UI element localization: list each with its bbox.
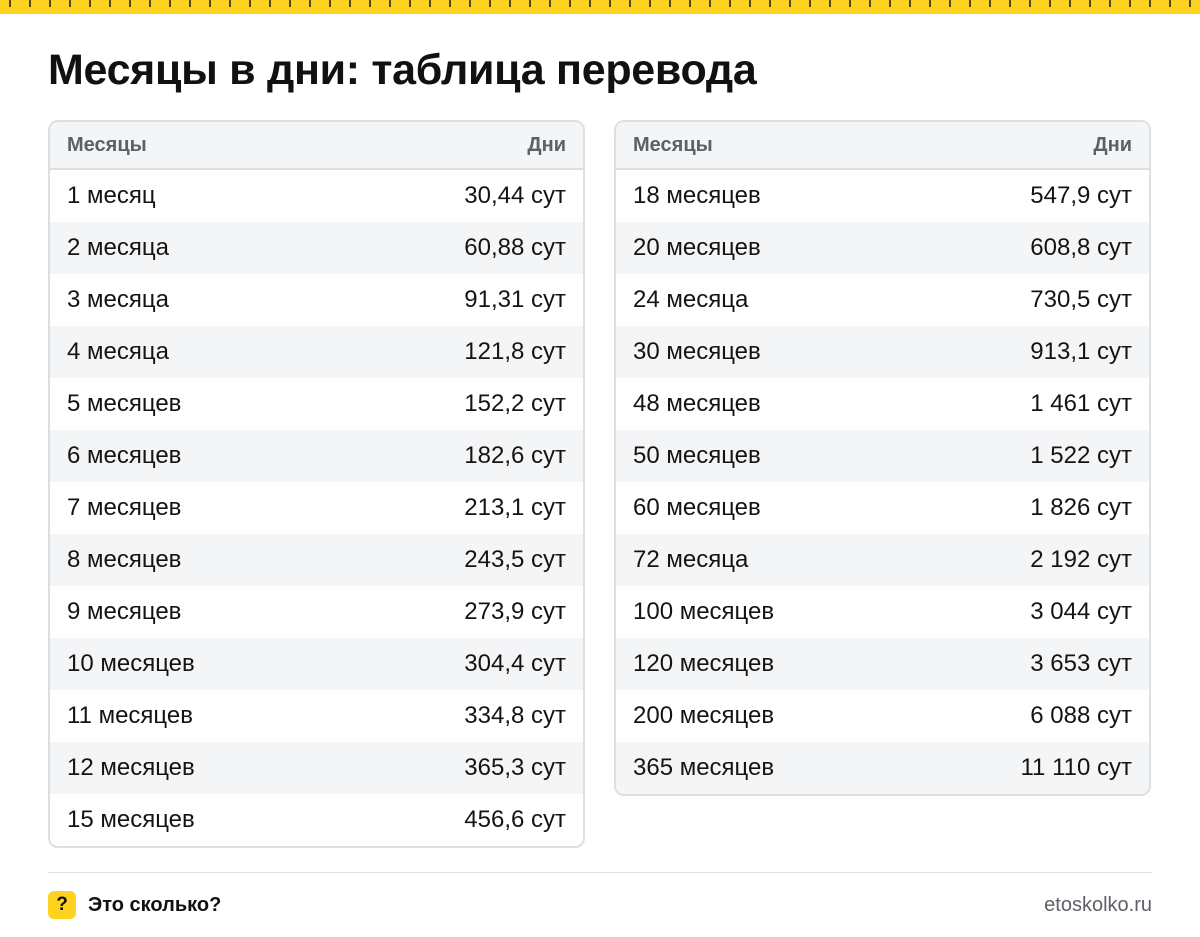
table-row: 48 месяцев 1 461 сут — [616, 378, 1149, 430]
page-title: Месяцы в дни: таблица перевода — [48, 46, 757, 94]
cell-days: 91,31 сут — [464, 286, 566, 313]
cell-days: 182,6 сут — [464, 442, 566, 469]
table-row: 11 месяцев 334,8 сут — [50, 690, 583, 742]
cell-months: 12 месяцев — [67, 754, 195, 781]
cell-days: 2 192 сут — [1030, 546, 1132, 573]
cell-months: 200 месяцев — [633, 702, 775, 729]
conversion-table-left: Месяцы Дни 1 месяц 30,44 сут 2 месяца 60,88… — [48, 120, 585, 848]
table-row: 365 месяцев 11 110 сут — [616, 742, 1149, 794]
table-row: 72 месяца 2 192 сут — [616, 534, 1149, 586]
ruler-banner — [0, 0, 1200, 14]
cell-days: 334,8 сут — [464, 702, 566, 729]
cell-days: 30,44 сут — [464, 182, 566, 209]
cell-months: 7 месяцев — [67, 494, 182, 521]
ruler-ticks — [9, 0, 1191, 7]
table-row: 12 месяцев 365,3 сут — [50, 742, 583, 794]
question-logo-icon: ? — [48, 891, 76, 919]
table-row: 100 месяцев 3 044 сут — [616, 586, 1149, 638]
table-row: 7 месяцев 213,1 сут — [50, 482, 583, 534]
table-row: 24 месяца 730,5 сут — [616, 274, 1149, 326]
table-row: 6 месяцев 182,6 сут — [50, 430, 583, 482]
table-row: 15 месяцев 456,6 сут — [50, 794, 583, 846]
cell-months: 100 месяцев — [633, 598, 775, 625]
table-row: 18 месяцев 547,9 сут — [616, 170, 1149, 222]
cell-days: 152,2 сут — [464, 390, 566, 417]
cell-months: 3 месяца — [67, 286, 169, 313]
cell-months: 6 месяцев — [67, 442, 182, 469]
header-days: Дни — [1093, 133, 1132, 156]
header-months: Месяцы — [67, 133, 147, 156]
table-row: 5 месяцев 152,2 сут — [50, 378, 583, 430]
cell-days: 456,6 сут — [464, 806, 566, 833]
table-row: 10 месяцев 304,4 сут — [50, 638, 583, 690]
table-row: 1 месяц 30,44 сут — [50, 170, 583, 222]
cell-days: 365,3 сут — [464, 754, 566, 781]
footer-site-link[interactable]: etoskolko.ru — [1044, 894, 1152, 916]
header-months: Месяцы — [633, 133, 713, 156]
cell-months: 15 месяцев — [67, 806, 195, 833]
cell-months: 4 месяца — [67, 338, 169, 365]
cell-months: 10 месяцев — [67, 650, 195, 677]
cell-days: 11 110 сут — [1020, 754, 1132, 781]
table-row: 30 месяцев 913,1 сут — [616, 326, 1149, 378]
cell-days: 60,88 сут — [464, 234, 566, 261]
cell-days: 1 826 сут — [1030, 494, 1132, 521]
table-header: Месяцы Дни — [50, 122, 583, 170]
cell-months: 60 месяцев — [633, 494, 761, 521]
table-row: 120 месяцев 3 653 сут — [616, 638, 1149, 690]
table-row: 200 месяцев 6 088 сут — [616, 690, 1149, 742]
header-days: Дни — [527, 133, 566, 156]
cell-months: 30 месяцев — [633, 338, 761, 365]
cell-months: 48 месяцев — [633, 390, 761, 417]
cell-days: 273,9 сут — [464, 598, 566, 625]
cell-days: 1 522 сут — [1030, 442, 1132, 469]
cell-days: 547,9 сут — [1030, 182, 1132, 209]
cell-months: 20 месяцев — [633, 234, 761, 261]
table-row: 50 месяцев 1 522 сут — [616, 430, 1149, 482]
table-header: Месяцы Дни — [616, 122, 1149, 170]
cell-days: 121,8 сут — [464, 338, 566, 365]
table-row: 3 месяца 91,31 сут — [50, 274, 583, 326]
table-row: 60 месяцев 1 826 сут — [616, 482, 1149, 534]
cell-days: 913,1 сут — [1030, 338, 1132, 365]
table-body-left: 1 месяц 30,44 сут 2 месяца 60,88 сут 3 месяц… — [50, 170, 583, 846]
cell-days: 304,4 сут — [464, 650, 566, 677]
table-row: 9 месяцев 273,9 сут — [50, 586, 583, 638]
footer-brand: Это сколько? — [88, 894, 222, 916]
table-row: 4 месяца 121,8 сут — [50, 326, 583, 378]
cell-months: 2 месяца — [67, 234, 169, 261]
cell-months: 18 месяцев — [633, 182, 761, 209]
cell-months: 5 месяцев — [67, 390, 182, 417]
cell-months: 365 месяцев — [633, 754, 775, 781]
cell-months: 120 месяцев — [633, 650, 775, 677]
cell-days: 608,8 сут — [1030, 234, 1132, 261]
cell-days: 243,5 сут — [464, 546, 566, 573]
table-body-right: 18 месяцев 547,9 сут 20 месяцев 608,8 сут 24… — [616, 170, 1149, 794]
cell-months: 9 месяцев — [67, 598, 182, 625]
footer-divider — [48, 872, 1152, 873]
cell-months: 11 месяцев — [67, 702, 193, 729]
cell-months: 24 месяца — [633, 286, 749, 313]
cell-months: 1 месяц — [67, 182, 156, 209]
cell-days: 730,5 сут — [1030, 286, 1132, 313]
cell-months: 8 месяцев — [67, 546, 182, 573]
table-row: 20 месяцев 608,8 сут — [616, 222, 1149, 274]
table-row: 8 месяцев 243,5 сут — [50, 534, 583, 586]
cell-days: 1 461 сут — [1030, 390, 1132, 417]
cell-days: 213,1 сут — [464, 494, 566, 521]
conversion-table-right: Месяцы Дни 18 месяцев 547,9 сут 20 месяцев… — [614, 120, 1151, 796]
table-row: 2 месяца 60,88 сут — [50, 222, 583, 274]
cell-days: 3 044 сут — [1030, 598, 1132, 625]
cell-days: 3 653 сут — [1030, 650, 1132, 677]
cell-months: 72 месяца — [633, 546, 749, 573]
cell-months: 50 месяцев — [633, 442, 761, 469]
cell-days: 6 088 сут — [1030, 702, 1132, 729]
